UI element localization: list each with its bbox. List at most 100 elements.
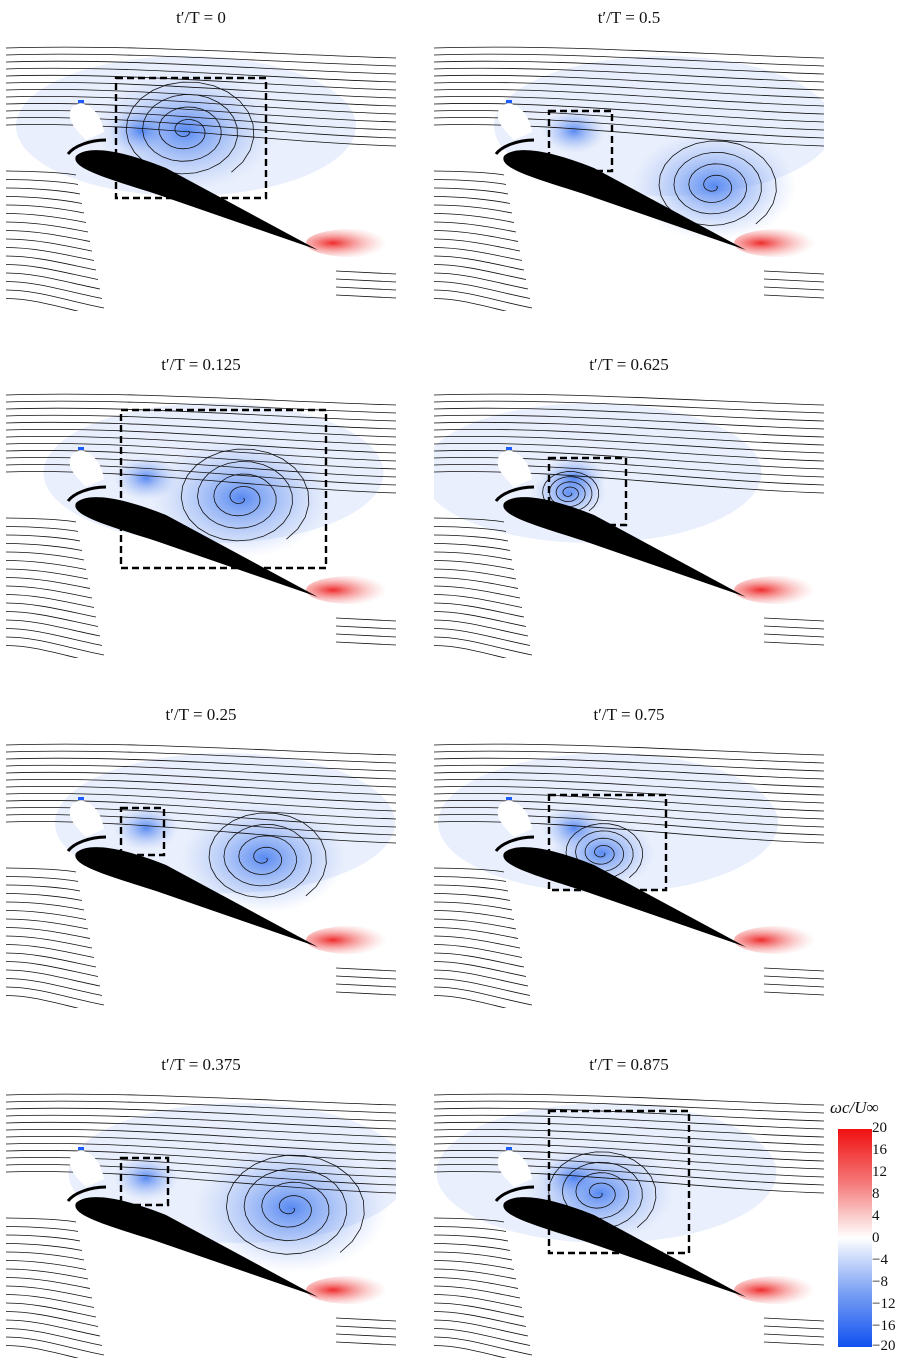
streamline xyxy=(434,551,513,561)
streamline xyxy=(6,867,77,873)
streamline xyxy=(6,1336,105,1356)
streamline xyxy=(434,230,519,242)
airfoil xyxy=(503,847,746,947)
streamline xyxy=(6,1135,396,1154)
slat-marker xyxy=(78,100,84,103)
colorbar-tick: 0 xyxy=(872,1230,880,1246)
panel-title: t′/T = 0.375 xyxy=(161,1055,241,1074)
vortex-region xyxy=(631,131,797,241)
streamline xyxy=(6,800,396,820)
colorbar-gradient xyxy=(838,1129,872,1347)
streamline xyxy=(6,534,81,542)
streamline xyxy=(6,1128,396,1146)
colorbar-tick: −8 xyxy=(872,1274,888,1290)
streamline xyxy=(434,1345,507,1358)
streamline xyxy=(6,876,79,882)
streamline xyxy=(763,1333,824,1338)
streamline xyxy=(6,619,101,637)
leading-edge-vorticity xyxy=(542,109,606,153)
streamline xyxy=(434,1171,824,1194)
panel-t0.375: t′/T = 0.375 xyxy=(6,1055,396,1365)
streamline xyxy=(763,625,824,630)
streamline xyxy=(434,1135,824,1154)
streamline xyxy=(6,435,396,454)
airfoil xyxy=(75,847,318,947)
streamline xyxy=(6,884,81,892)
streamline xyxy=(434,1226,507,1232)
streamline xyxy=(6,1157,396,1178)
streamline xyxy=(335,1341,396,1346)
airfoil xyxy=(75,497,318,597)
streamline xyxy=(434,778,824,796)
streamline xyxy=(434,435,824,454)
streamline xyxy=(6,46,396,59)
streamline xyxy=(335,975,396,980)
slat-marker xyxy=(506,100,512,103)
panel-t0.75: t′/T = 0.75 xyxy=(434,705,824,1015)
colorbar-tick: 16 xyxy=(872,1142,887,1158)
streamline xyxy=(434,1336,533,1356)
streamline xyxy=(6,464,396,486)
streamline xyxy=(434,927,519,939)
slat-shadow xyxy=(69,450,104,487)
streamline xyxy=(434,602,525,618)
streamline xyxy=(6,1268,89,1280)
streamline xyxy=(434,1093,824,1106)
panel-title: t′/T = 0 xyxy=(176,8,226,27)
streamline xyxy=(434,95,824,115)
dashed-region-box xyxy=(547,1109,691,1255)
streamline xyxy=(6,1107,396,1122)
streamline xyxy=(434,517,505,523)
panel-title: t′/T = 0.75 xyxy=(593,705,665,724)
streamline xyxy=(434,81,824,99)
streamline xyxy=(6,421,396,438)
streamline xyxy=(434,1107,824,1122)
slat xyxy=(494,835,535,852)
streamline xyxy=(6,428,396,446)
streamline xyxy=(6,1234,81,1242)
colorbar-ticks: 20 16 12 8 4 0 −4 −8 −12 −16 −20 xyxy=(872,1120,908,1354)
streamline xyxy=(6,170,77,176)
streamline xyxy=(6,814,396,836)
vortex-spiral xyxy=(125,81,255,175)
streamline xyxy=(6,944,95,958)
streamline xyxy=(6,1319,101,1337)
streamline xyxy=(763,1317,824,1322)
streamlines xyxy=(434,46,824,311)
streamline xyxy=(434,255,525,271)
leading-edge-vorticity xyxy=(114,456,178,500)
streamline xyxy=(434,800,824,820)
trailing-edge-vorticity xyxy=(306,229,396,257)
streamline xyxy=(434,821,824,844)
streamline xyxy=(434,867,505,873)
streamline xyxy=(434,88,824,107)
streamline xyxy=(434,196,511,204)
streamline xyxy=(6,1217,77,1223)
streamline xyxy=(6,636,105,656)
streamline xyxy=(434,910,515,920)
streamline xyxy=(434,238,521,252)
slat-marker xyxy=(78,1147,84,1150)
slat-shadow xyxy=(69,103,104,140)
streamline xyxy=(434,901,513,911)
trailing-edge-vorticity xyxy=(306,926,396,954)
streamline xyxy=(335,625,396,630)
streamline xyxy=(6,67,396,83)
colorbar xyxy=(838,1129,872,1347)
streamline xyxy=(6,1226,79,1232)
dashed-region-box xyxy=(119,1156,170,1207)
vortex-spiral xyxy=(225,1154,365,1255)
streamline xyxy=(335,1325,396,1330)
streamline xyxy=(434,814,824,836)
streamline xyxy=(434,636,533,656)
streamline xyxy=(434,750,824,764)
streamline xyxy=(6,568,89,580)
streamline xyxy=(335,633,396,638)
streamline xyxy=(434,771,824,788)
panel-title: t′/T = 0.25 xyxy=(165,705,237,724)
streamline xyxy=(335,1333,396,1338)
streamline xyxy=(434,986,533,1006)
streamline xyxy=(6,543,83,551)
colorbar-tick: −20 xyxy=(872,1338,896,1354)
streamline xyxy=(6,778,396,796)
